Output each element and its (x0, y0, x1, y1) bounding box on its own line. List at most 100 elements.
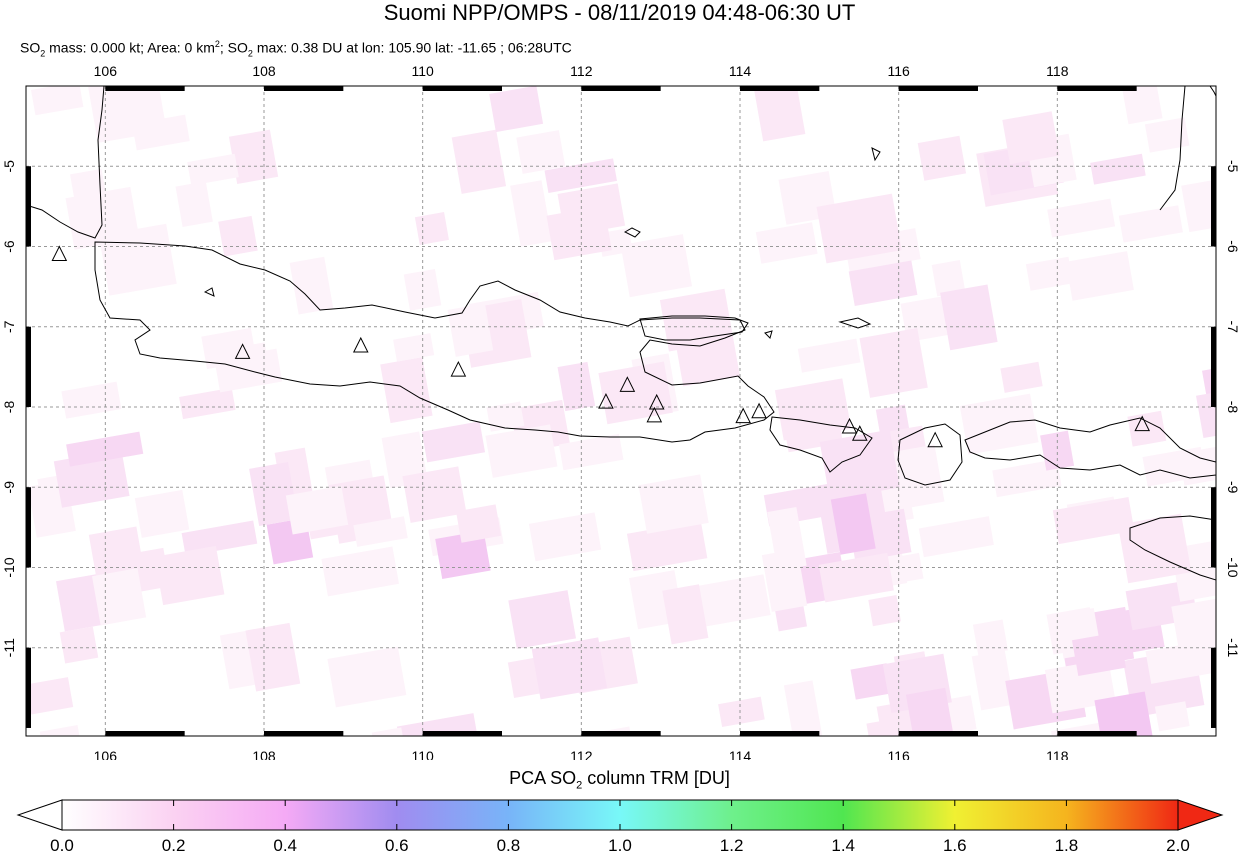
so2-pixel (353, 516, 408, 547)
lon-tick-label-top: 116 (888, 63, 911, 79)
coastline-islet (203, 287, 215, 297)
coastline-sulawesi (1209, 86, 1216, 97)
colorbar-tick-label: 0.4 (273, 836, 297, 855)
coastline-bali (769, 416, 873, 473)
so2-pixel (447, 303, 494, 357)
so2-pixel (819, 429, 900, 500)
so2-pixel (755, 222, 818, 264)
frame-bar-left (26, 326, 31, 407)
so2-pixel (931, 260, 966, 297)
frame-bar-left (26, 647, 31, 728)
so2-pixel (485, 424, 558, 478)
frame-bar-bottom (581, 731, 661, 736)
lon-tick-label-top: 108 (252, 63, 276, 79)
colorbar-tick-label: 2.0 (1166, 836, 1190, 855)
so2-pixel (402, 466, 467, 523)
lon-tick-label-top: 118 (1046, 63, 1069, 79)
so2-pixel (1047, 198, 1116, 238)
lon-tick-label-bottom: 106 (94, 748, 118, 760)
lat-tick-label-right: -11 (1225, 638, 1239, 657)
lat-tick-label-right: -8 (1225, 401, 1239, 414)
colorbar-tick-label: 1.4 (831, 836, 855, 855)
lat-tick-label-right: -6 (1225, 240, 1239, 253)
lon-tick-label-bottom: 114 (729, 748, 752, 760)
lon-tick-label-bottom: 110 (412, 748, 435, 760)
so2-pixel (321, 546, 399, 597)
so2-pixel (1025, 256, 1074, 291)
so2-pixel (435, 530, 491, 579)
colorbar-under-arrow (16, 799, 63, 831)
so2-pixel (1117, 513, 1192, 584)
so2-pixel (638, 474, 709, 534)
frame-bar-top (105, 86, 185, 91)
so2-pixel (816, 193, 902, 264)
so2-pixel (393, 333, 435, 362)
frame-bar-top (1057, 86, 1137, 91)
frame-bar-bottom (105, 731, 185, 736)
so2-pixel (245, 622, 301, 692)
so2-pixel (1052, 496, 1135, 545)
so2-pixel (1002, 111, 1060, 165)
so2-pixel (531, 637, 608, 700)
lat-tick-label-left: -6 (1, 240, 17, 253)
frame-bar-left (26, 166, 31, 247)
so2-pixel (451, 129, 507, 194)
lon-tick-label-top: 110 (412, 63, 435, 79)
so2-pixel (132, 114, 190, 151)
so2-pixel (187, 153, 239, 186)
volcano-marker (648, 393, 665, 410)
colorbar-tick-label: 0.2 (162, 836, 186, 855)
lat-lon-gridlines (26, 86, 1216, 736)
so2-pixel (26, 677, 74, 715)
colorbar-tick-label: 0.8 (497, 836, 521, 855)
coastline-java (94, 241, 775, 443)
so2-pixel (1118, 205, 1183, 243)
frame-bar-top (422, 86, 502, 91)
volcano-markers (51, 245, 1151, 448)
so2-pixel (218, 215, 258, 257)
frame-bar-top (581, 86, 661, 91)
colorbar-ticks: 0.0 0.2 0.4 0.6 0.8 1.0 1.2 1.4 1.6 1.8 2.0 (50, 800, 1190, 855)
so2-pixel (508, 590, 577, 649)
lon-tick-label-bottom: 116 (888, 748, 911, 760)
volcano-marker (51, 245, 68, 262)
lat-tick-label-right: -5 (1225, 160, 1239, 173)
so2-pixel (61, 381, 122, 419)
lon-tick-label-bottom: 112 (570, 748, 593, 760)
so2-pixel (421, 421, 486, 463)
coastline-lombok (897, 423, 963, 486)
frame-bar-bottom (1057, 731, 1137, 736)
volcano-marker (927, 431, 943, 448)
so2-pixel (1196, 388, 1216, 439)
lon-tick-label-bottom: 118 (1046, 748, 1069, 760)
frame-bar-bottom (740, 731, 820, 736)
so2-pixel (154, 545, 225, 606)
lon-tick-label-top: 114 (729, 63, 752, 79)
colorbar-frame (61, 799, 1179, 831)
so2-pixel (289, 256, 334, 315)
so2-pixel (1142, 446, 1206, 487)
coastlines (26, 86, 1216, 581)
so2-pixel (971, 650, 1015, 711)
lon-tick-label-top: 106 (94, 63, 118, 79)
colorbar-tick-label: 1.6 (943, 836, 967, 855)
frame-bar-top (740, 86, 820, 91)
so2-pixel (1154, 701, 1190, 732)
so2-pixel (1181, 176, 1216, 233)
frame-bar-right (1211, 487, 1216, 568)
colorbar-tick-label: 0.6 (385, 836, 409, 855)
volcano-marker (450, 360, 467, 377)
lat-tick-label-left: -8 (1, 401, 17, 414)
so2-pixel (781, 404, 843, 453)
volcano-marker (646, 406, 663, 423)
volcano-marker (751, 402, 767, 419)
so2-pixel (830, 490, 876, 555)
frame-bar-right (1211, 326, 1216, 407)
lat-tick-label-right: -7 (1225, 321, 1239, 334)
coastline-sumbawa (964, 417, 1216, 479)
so2-pixel (516, 130, 566, 174)
colorbar-title: PCA SO2 column TRM [DU] (509, 768, 730, 792)
so2-pixel (91, 568, 147, 626)
colorbar-over-arrow (1177, 799, 1224, 831)
so2-pixel (940, 284, 998, 351)
